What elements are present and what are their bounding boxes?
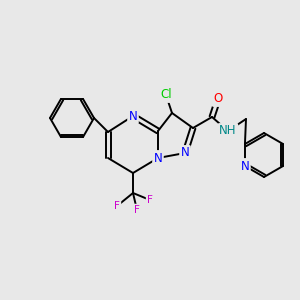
Text: O: O (213, 92, 223, 106)
Text: N: N (241, 160, 249, 172)
Text: NH: NH (219, 124, 237, 137)
Text: N: N (129, 110, 137, 122)
Text: F: F (147, 195, 153, 205)
Text: N: N (181, 146, 189, 160)
Text: F: F (114, 201, 120, 211)
Text: F: F (134, 205, 140, 215)
Text: Cl: Cl (160, 88, 172, 101)
Text: N: N (154, 152, 162, 164)
